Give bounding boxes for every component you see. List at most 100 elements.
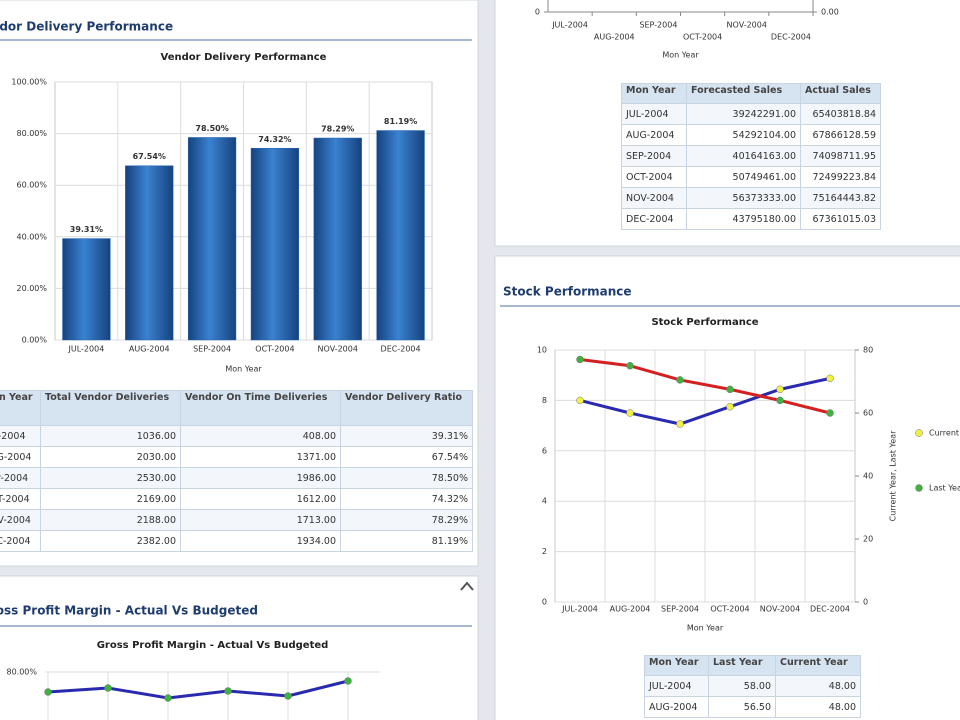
x-tick-label: AUG-2004 bbox=[129, 345, 170, 354]
data-label: 78.50% bbox=[195, 124, 228, 133]
table-cell: 2530.00 bbox=[40, 467, 181, 489]
table-cell: 58.00 bbox=[708, 675, 776, 697]
x-axis-title: Mon Year bbox=[687, 624, 724, 633]
data-table: Mon Year Forecasted Sales Actual Sales JUL-… bbox=[621, 83, 881, 230]
legend-marker bbox=[915, 484, 923, 492]
table-cell: 40164163.00 bbox=[686, 145, 801, 167]
table-cell: 75164443.82 bbox=[800, 187, 881, 209]
marker bbox=[576, 396, 584, 405]
table-cell: 54292104.00 bbox=[686, 124, 801, 146]
marker bbox=[44, 688, 52, 696]
line-series bbox=[47, 679, 349, 700]
x-tick-label: OCT-2004 bbox=[710, 605, 749, 614]
column-header: Mon Year bbox=[621, 83, 687, 104]
panel-title: Vendor Delivery Performance bbox=[0, 20, 173, 34]
marker bbox=[776, 385, 784, 394]
y-tick-label: 6 bbox=[542, 446, 547, 455]
table-cell: 50749461.00 bbox=[686, 166, 801, 188]
column-header: Vendor On Time Deliveries bbox=[180, 390, 341, 426]
y-tick-label: 80.00% bbox=[6, 668, 37, 677]
data-label: 39.31% bbox=[70, 225, 103, 234]
table-row: AUG-2004 54292104.00 67866128.59 bbox=[621, 124, 881, 146]
table-cell: 72499223.84 bbox=[800, 166, 881, 188]
data-label: 74.32% bbox=[258, 135, 291, 144]
y-tick-label: 40.00% bbox=[16, 232, 47, 241]
table-cell: OCT-2004 bbox=[0, 488, 41, 510]
table-cell: 408.00 bbox=[180, 425, 341, 447]
bar bbox=[313, 137, 362, 341]
bar bbox=[125, 165, 174, 341]
table-cell: 2030.00 bbox=[40, 446, 181, 468]
marker bbox=[164, 694, 172, 702]
x-tick-label: SEP-2004 bbox=[193, 345, 231, 354]
table-cell: SEP-2004 bbox=[621, 145, 687, 167]
marker bbox=[626, 362, 634, 370]
marker bbox=[776, 396, 784, 405]
y-tick-label: 0 bbox=[535, 8, 540, 17]
x-tick-label: OCT-2004 bbox=[255, 345, 294, 354]
y2-tick-label: 0.00 bbox=[821, 8, 839, 17]
x-axis-title: Mon Year bbox=[225, 365, 262, 374]
x-tick-label: NOV-2004 bbox=[318, 345, 358, 354]
y-tick-label: 10 bbox=[537, 346, 547, 355]
marker bbox=[284, 692, 292, 700]
bar bbox=[62, 238, 111, 341]
marker bbox=[826, 374, 834, 383]
table-header: Mon Year Forecasted Sales Actual Sales bbox=[621, 83, 881, 104]
legend-label: Current Year bbox=[929, 429, 960, 438]
collapse-icon[interactable] bbox=[460, 581, 474, 591]
table-cell: 39242291.00 bbox=[686, 103, 801, 125]
marker bbox=[726, 385, 734, 394]
table-cell: 2169.00 bbox=[40, 488, 181, 510]
table-cell: AUG-2004 bbox=[621, 124, 687, 146]
y2-tick-label: 60 bbox=[863, 409, 873, 418]
x-tick-label: DEC-2004 bbox=[381, 345, 421, 354]
x-tick-label: NOV-2004 bbox=[760, 605, 800, 614]
x-tick-label: DEC-2004 bbox=[810, 605, 850, 614]
x-tick-label: OCT-2004 bbox=[683, 33, 722, 42]
bar bbox=[187, 137, 237, 341]
panel bbox=[0, 575, 479, 720]
column-header: Vendor Delivery Ratio bbox=[340, 390, 473, 426]
table-cell: 65403818.84 bbox=[800, 103, 881, 125]
table-cell: 74.32% bbox=[340, 488, 473, 510]
marker bbox=[104, 684, 112, 692]
panel-title: Stock Performance bbox=[503, 285, 632, 299]
x-axis-title: Mon Year bbox=[662, 51, 699, 60]
table-cell: 78.50% bbox=[340, 467, 473, 489]
bar bbox=[250, 148, 300, 341]
table-cell: 67361015.03 bbox=[800, 208, 881, 230]
chart-title: Vendor Delivery Performance bbox=[161, 52, 327, 63]
table-cell: 43795180.00 bbox=[686, 208, 801, 230]
table-cell: NOV-2004 bbox=[0, 509, 41, 531]
y-tick-label: 0.00% bbox=[22, 336, 48, 345]
x-tick-label: AUG-2004 bbox=[610, 605, 651, 614]
table-cell: 56.50 bbox=[708, 696, 776, 718]
data-label: 81.19% bbox=[384, 117, 417, 126]
table-cell: 1934.00 bbox=[180, 530, 341, 552]
table-cell: 1612.00 bbox=[180, 488, 341, 510]
table-cell: 81.19% bbox=[340, 530, 473, 552]
column-header: Current Year bbox=[775, 655, 861, 676]
x-tick-label: SEP-2004 bbox=[661, 605, 699, 614]
y2-tick-label: 20 bbox=[863, 535, 873, 544]
column-header: Mon Year bbox=[0, 390, 41, 426]
marker bbox=[726, 402, 734, 411]
table-row: JUL-2004 39242291.00 65403818.84 bbox=[621, 103, 881, 125]
table-cell: 1036.00 bbox=[40, 425, 181, 447]
table-cell: JUL-2004 bbox=[644, 675, 709, 697]
line-series bbox=[579, 376, 831, 426]
table-cell: 48.00 bbox=[775, 696, 861, 718]
x-tick-label: JUL-2004 bbox=[561, 605, 598, 614]
legend-label: Last Year bbox=[929, 484, 960, 493]
marker bbox=[676, 376, 684, 384]
y2-axis-title: Current Year, Last Year bbox=[889, 430, 898, 521]
